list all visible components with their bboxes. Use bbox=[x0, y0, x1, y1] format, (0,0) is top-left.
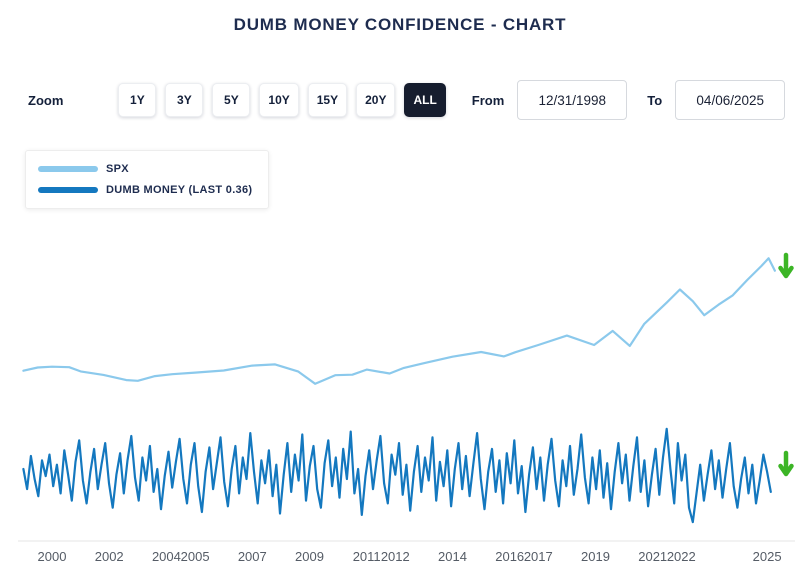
x-axis-label: 2017 bbox=[524, 549, 553, 564]
chart-legend: SPX DUMB MONEY (LAST 0.36) bbox=[25, 150, 270, 209]
x-axis-label: 2022 bbox=[667, 549, 696, 564]
zoom-button-1y[interactable]: 1Y bbox=[118, 83, 157, 117]
x-axis-label: 2019 bbox=[581, 549, 610, 564]
zoom-button-20y[interactable]: 20Y bbox=[356, 83, 396, 117]
x-axis-label: 2012 bbox=[381, 549, 410, 564]
x-axis-label: 2021 bbox=[638, 549, 667, 564]
x-axis-label: 2011 bbox=[353, 549, 381, 564]
legend-item-dumb-money[interactable]: DUMB MONEY (LAST 0.36) bbox=[38, 184, 252, 196]
zoom-button-3y[interactable]: 3Y bbox=[165, 83, 204, 117]
to-date-input[interactable] bbox=[675, 80, 786, 120]
x-axis-label: 2025 bbox=[753, 549, 782, 564]
legend-item-spx[interactable]: SPX bbox=[38, 163, 252, 175]
legend-item-label: SPX bbox=[106, 163, 129, 175]
zoom-button-15y[interactable]: 15Y bbox=[307, 83, 348, 117]
x-axis-label: 2009 bbox=[295, 549, 324, 564]
x-axis-label: 2007 bbox=[238, 549, 267, 564]
x-axis-label: 2002 bbox=[95, 549, 124, 564]
page-title: DUMB MONEY CONFIDENCE - CHART bbox=[233, 15, 567, 34]
zoom-button-10y[interactable]: 10Y bbox=[259, 83, 299, 117]
zoom-button-group: 1Y 3Y 5Y 10Y 15Y 20Y ALL bbox=[118, 83, 446, 117]
x-axis-label: 2000 bbox=[38, 549, 67, 564]
x-axis-label: 2005 bbox=[181, 549, 210, 564]
x-axis-label: 2014 bbox=[438, 549, 467, 564]
zoom-button-5y[interactable]: 5Y bbox=[212, 83, 251, 117]
from-label: From bbox=[471, 92, 505, 108]
spx-down-arrow-icon bbox=[778, 252, 794, 279]
zoom-button-all[interactable]: ALL bbox=[404, 83, 446, 117]
spx-series-line bbox=[22, 257, 777, 385]
x-axis-label: 2016 bbox=[495, 549, 524, 564]
from-date-input[interactable] bbox=[517, 80, 628, 120]
chart-canvas: 2000 2002 2004 2005 2007 2009 2011 2012 2014 2016… bbox=[18, 252, 795, 564]
confidence-chart: 2000 2002 2004 2005 2007 2009 2011 2012 2014 2016… bbox=[0, 225, 800, 581]
dumb-money-down-arrow-icon bbox=[778, 450, 794, 477]
dumb-money-series-line bbox=[22, 427, 772, 524]
zoom-label: Zoom bbox=[28, 92, 64, 108]
legend-item-label: DUMB MONEY (LAST 0.36) bbox=[106, 184, 253, 196]
to-label: To bbox=[647, 92, 663, 108]
spx-swatch-icon bbox=[38, 166, 98, 172]
x-axis-label: 2004 bbox=[152, 549, 181, 564]
dumb-money-swatch-icon bbox=[38, 187, 98, 193]
